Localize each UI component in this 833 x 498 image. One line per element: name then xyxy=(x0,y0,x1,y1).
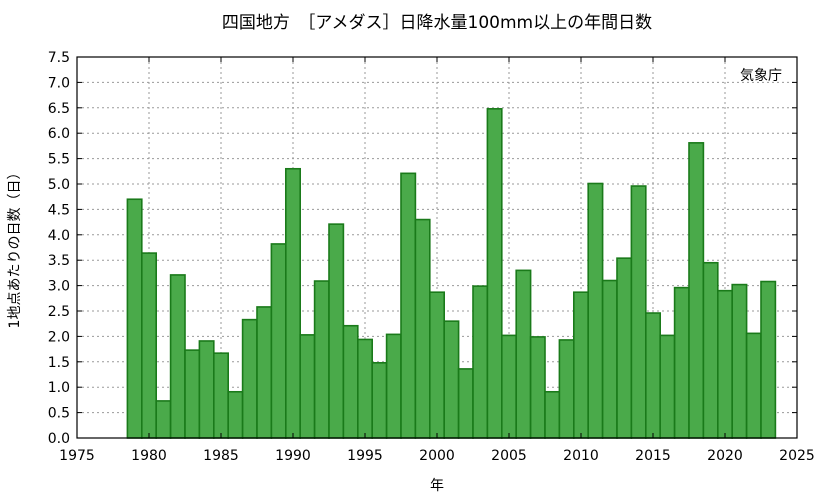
x-tick-label: 1990 xyxy=(275,448,311,464)
bar-2016 xyxy=(659,334,676,439)
chart-annotation: 気象庁 xyxy=(740,68,782,84)
bar-1989 xyxy=(270,243,287,439)
y-tick-label: 3.0 xyxy=(48,279,70,295)
bar-1982 xyxy=(169,274,186,439)
bar-2020 xyxy=(716,289,733,439)
bar-1981 xyxy=(155,400,172,439)
bar-1988 xyxy=(256,306,273,439)
axis-ticks: 0.0 0.5 1.0 1.5 2.0 2.5 3.0 3.5 4.0 4.5 5.0 5.5 6.0 6… xyxy=(48,50,815,464)
bar-1986 xyxy=(227,390,244,439)
x-tick-label: 2010 xyxy=(563,448,599,464)
bar-2001 xyxy=(443,320,460,439)
x-tick-label: 2025 xyxy=(779,448,815,464)
x-axis-label: 年 xyxy=(430,478,444,494)
y-tick-label: 3.5 xyxy=(48,253,70,269)
bar-1991 xyxy=(299,334,316,439)
x-tick-label: 1985 xyxy=(203,448,239,464)
y-tick-label: 4.0 xyxy=(48,228,70,244)
bar-1990 xyxy=(284,167,301,439)
bar-2013 xyxy=(616,257,633,439)
bar-1993 xyxy=(328,223,345,439)
x-tick-label: 1995 xyxy=(347,448,383,464)
x-tick-label: 1975 xyxy=(59,448,95,464)
y-tick-label: 7.5 xyxy=(48,50,70,66)
bar-2004 xyxy=(486,108,503,439)
bar-1984 xyxy=(198,340,215,439)
bar-1996 xyxy=(371,362,388,439)
bar-2019 xyxy=(702,261,719,439)
bar-2008 xyxy=(544,390,561,439)
y-tick-label: 1.5 xyxy=(48,355,70,371)
x-tick-label: 2005 xyxy=(491,448,527,464)
y-tick-label: 7.0 xyxy=(48,75,70,91)
y-tick-label: 0.0 xyxy=(48,431,70,447)
bar-1998 xyxy=(400,172,417,439)
y-tick-label: 5.0 xyxy=(48,177,70,193)
bar-2018 xyxy=(688,142,705,439)
bar-2003 xyxy=(472,285,489,439)
bar-2011 xyxy=(587,182,604,439)
bar-2023 xyxy=(760,280,777,439)
bar-1979 xyxy=(126,198,143,439)
y-tick-label: 6.5 xyxy=(48,101,70,117)
bar-1985 xyxy=(213,352,230,439)
x-tick-label: 2000 xyxy=(419,448,455,464)
bar-2010 xyxy=(572,291,589,439)
bar-2005 xyxy=(500,334,517,439)
bar-2009 xyxy=(558,339,575,439)
y-axis-label: 1地点あたりの日数（日） xyxy=(7,166,23,329)
bar-1983 xyxy=(184,349,201,439)
bar-2000 xyxy=(428,291,445,439)
bar-1999 xyxy=(414,218,431,439)
y-tick-label: 6.0 xyxy=(48,126,70,142)
chart-title: 四国地方 ［アメダス］日降水量100mm以上の年間日数 xyxy=(222,13,652,33)
grid-lines xyxy=(77,57,797,438)
bar-2012 xyxy=(601,279,618,439)
y-tick-label: 2.5 xyxy=(48,304,70,320)
x-tick-label: 2020 xyxy=(707,448,743,464)
bar-2021 xyxy=(731,283,748,439)
x-tick-label: 1980 xyxy=(131,448,167,464)
y-tick-label: 0.5 xyxy=(48,406,70,422)
y-tick-label: 2.0 xyxy=(48,329,70,345)
bar-2007 xyxy=(529,336,546,439)
bar-2014 xyxy=(630,185,647,439)
y-tick-label: 4.5 xyxy=(48,202,70,218)
y-tick-label: 5.5 xyxy=(48,152,70,168)
x-tick-label: 2015 xyxy=(635,448,671,464)
bar-1987 xyxy=(241,318,258,439)
bar-2022 xyxy=(745,332,762,439)
bar-2015 xyxy=(644,312,661,439)
bar-2017 xyxy=(673,286,690,439)
y-tick-label: 1.0 xyxy=(48,380,70,396)
bar-1992 xyxy=(313,280,330,439)
bar-1997 xyxy=(385,333,402,439)
bar-1995 xyxy=(356,338,373,439)
bar-2006 xyxy=(515,269,532,439)
bar-2002 xyxy=(457,368,474,439)
bar-1994 xyxy=(342,324,359,439)
bar-1980 xyxy=(141,252,158,439)
